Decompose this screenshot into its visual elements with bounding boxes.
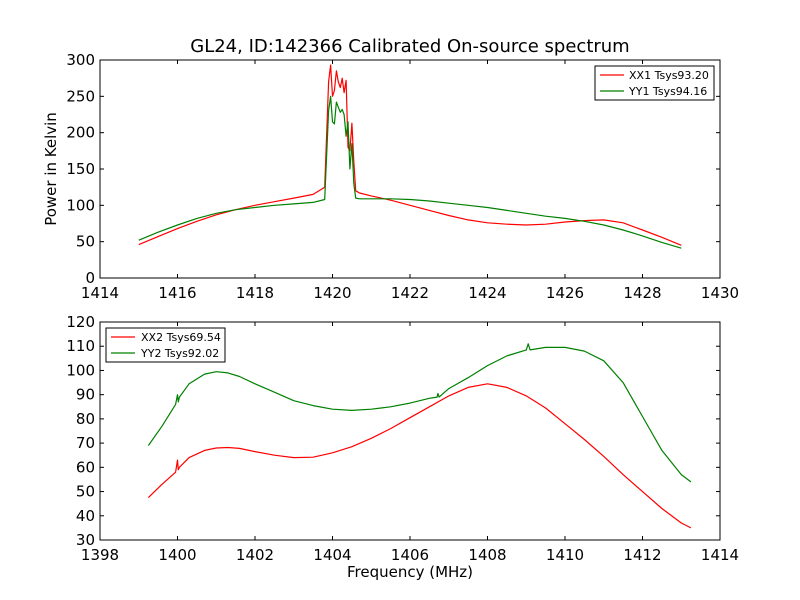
x-tick-label: 1422 <box>391 284 429 302</box>
x-tick-label: 1430 <box>701 284 739 302</box>
y-tick-label: 40 <box>76 507 95 525</box>
bottom-legend-label-xx2: XX2 Tsys69.54 <box>141 331 221 344</box>
y-tick-label: 0 <box>85 269 95 287</box>
top-legend-label-yy1: YY1 Tsys94.16 <box>628 85 707 98</box>
y-tick-label: 150 <box>66 160 95 178</box>
x-tick-label: 1406 <box>391 546 429 564</box>
top-legend-label-xx1: XX1 Tsys93.20 <box>629 69 709 82</box>
top-legend: XX1 Tsys93.20 YY1 Tsys94.16 <box>594 65 715 101</box>
y-tick-label: 60 <box>76 458 95 476</box>
y-tick-label: 200 <box>66 124 95 142</box>
bottom-series-group <box>147 343 692 529</box>
series-line-xx2 <box>147 383 692 529</box>
bottom-legend-label-yy2: YY2 Tsys92.02 <box>140 347 219 360</box>
y-tick-label: 70 <box>76 434 95 452</box>
x-tick-label: 1414 <box>81 284 119 302</box>
top-y-axis-label: Power in Kelvin <box>42 112 60 226</box>
series-line-yy1 <box>138 95 682 249</box>
y-tick-label: 120 <box>66 313 95 331</box>
x-tick-label: 1428 <box>623 284 661 302</box>
y-tick-label: 100 <box>66 361 95 379</box>
top-spectrum-panel: GL24, ID:142366 Calibrated On-source spe… <box>42 36 739 302</box>
y-tick-label: 80 <box>76 410 95 428</box>
y-tick-label: 300 <box>66 51 95 69</box>
x-tick-label: 1400 <box>158 546 196 564</box>
x-tick-label: 1426 <box>546 284 584 302</box>
chart-title: GL24, ID:142366 Calibrated On-source spe… <box>190 36 629 57</box>
x-tick-label: 1424 <box>468 284 506 302</box>
bottom-legend-box <box>105 327 226 363</box>
x-tick-label: 1416 <box>158 284 196 302</box>
series-line-yy2 <box>147 343 692 483</box>
y-tick-label: 100 <box>66 196 95 214</box>
y-tick-label: 250 <box>66 87 95 105</box>
top-legend-box <box>594 65 715 101</box>
y-tick-label: 90 <box>76 386 95 404</box>
top-series-group <box>138 64 682 249</box>
y-tick-label: 110 <box>66 337 95 355</box>
top-axis-ticks: 1414 1416 1418 1420 1422 1424 1426 1428 1430 0 50 1… <box>66 51 739 302</box>
x-tick-label: 1404 <box>313 546 351 564</box>
x-axis-label: Frequency (MHz) <box>347 563 473 581</box>
x-tick-label: 1418 <box>236 284 274 302</box>
y-tick-label: 30 <box>76 531 95 549</box>
x-tick-label: 1412 <box>623 546 661 564</box>
x-tick-label: 1420 <box>313 284 351 302</box>
x-tick-label: 1402 <box>236 546 274 564</box>
x-tick-label: 1410 <box>546 546 584 564</box>
x-tick-label: 1398 <box>81 546 119 564</box>
bottom-legend: XX2 Tsys69.54 YY2 Tsys92.02 <box>105 327 226 363</box>
y-tick-label: 50 <box>76 233 95 251</box>
y-tick-label: 50 <box>76 483 95 501</box>
x-tick-label: 1414 <box>701 546 739 564</box>
bottom-spectrum-panel: 1398 1400 1402 1404 1406 1408 1410 1412 1414 30 40… <box>66 313 739 581</box>
bottom-axis-ticks: 1398 1400 1402 1404 1406 1408 1410 1412 1414 30 40… <box>66 313 739 564</box>
x-tick-label: 1408 <box>468 546 506 564</box>
